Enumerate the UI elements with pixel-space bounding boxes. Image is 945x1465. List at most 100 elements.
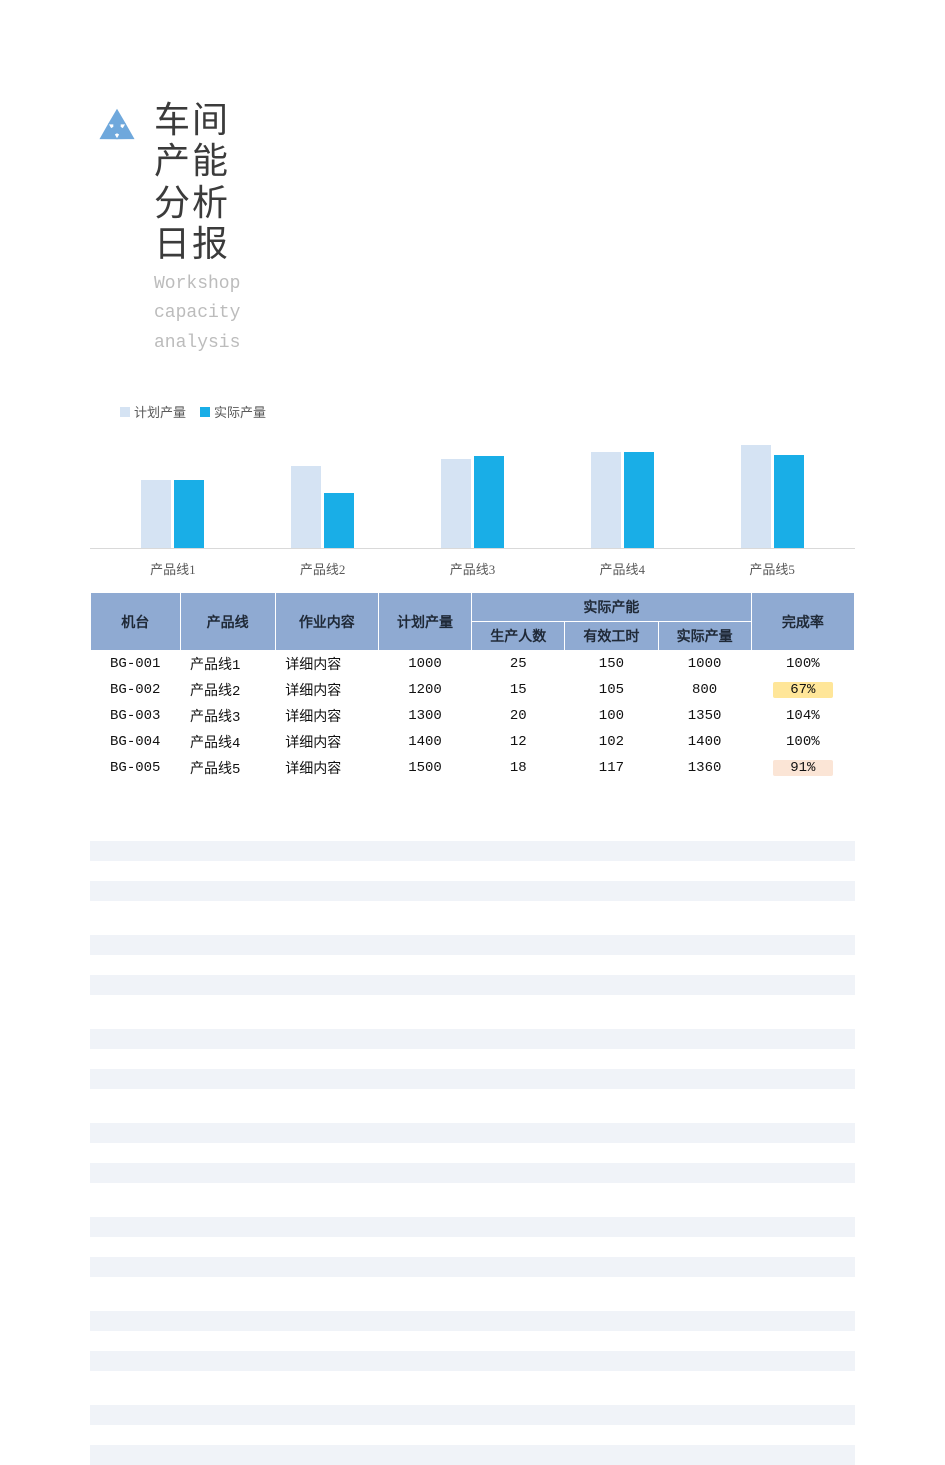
cell-work: 详细内容 <box>275 703 378 729</box>
table-row: BG-001产品线1详细内容1000251501000100% <box>91 651 855 678</box>
bar <box>174 480 204 549</box>
stripe <box>90 1311 855 1331</box>
cell-machine: BG-005 <box>91 755 181 781</box>
cell-plan: 1000 <box>378 651 471 678</box>
table-header: 机台 产品线 作业内容 计划产量 实际产能 完成率 生产人数 有效工时 实际产量 <box>91 593 855 651</box>
col-work: 作业内容 <box>275 593 378 651</box>
title-line: 日报 <box>154 224 240 265</box>
cell-machine: BG-001 <box>91 651 181 678</box>
xaxis-label: 产品线2 <box>263 559 383 578</box>
cell-people: 25 <box>472 651 565 678</box>
stripe <box>90 1069 855 1089</box>
bar-group <box>263 466 383 549</box>
cell-product-line: 产品线4 <box>180 729 275 755</box>
cell-hours: 102 <box>565 729 658 755</box>
stripe <box>90 935 855 955</box>
col-product-line: 产品线 <box>180 593 275 651</box>
cell-actual: 800 <box>658 677 751 703</box>
bar <box>441 459 471 548</box>
xaxis-label: 产品线1 <box>113 559 233 578</box>
chart-legend: 计划产量实际产量 <box>120 402 855 421</box>
table-body: BG-001产品线1详细内容1000251501000100%BG-002产品线… <box>91 651 855 782</box>
chart-xaxis: 产品线1产品线2产品线3产品线4产品线5 <box>90 549 855 578</box>
col-hours: 有效工时 <box>565 622 658 651</box>
stripe <box>90 881 855 901</box>
cell-hours: 117 <box>565 755 658 781</box>
stripe <box>90 1163 855 1183</box>
stripe <box>90 1257 855 1277</box>
title-line: 产能 <box>154 141 240 182</box>
bar-group <box>712 445 832 548</box>
cell-rate: 104% <box>751 703 854 729</box>
col-actual: 实际产量 <box>658 622 751 651</box>
bar-group <box>562 452 682 548</box>
subtitle-line: capacity <box>154 303 240 325</box>
cell-machine: BG-004 <box>91 729 181 755</box>
stripe <box>90 1351 855 1371</box>
empty-rows-stripes <box>90 841 855 1465</box>
stripe-pair <box>90 1311 855 1371</box>
bar <box>624 452 654 548</box>
stripe-pair <box>90 1217 855 1277</box>
stripe-pair <box>90 1123 855 1183</box>
legend-item: 计划产量 <box>120 402 186 421</box>
cell-rate: 91% <box>751 755 854 781</box>
cell-people: 18 <box>472 755 565 781</box>
cell-work: 详细内容 <box>275 755 378 781</box>
col-plan: 计划产量 <box>378 593 471 651</box>
stripe <box>90 1123 855 1143</box>
bar-group <box>113 480 233 549</box>
table-row: BG-002产品线2详细内容12001510580067% <box>91 677 855 703</box>
bar <box>591 452 621 548</box>
cell-people: 20 <box>472 703 565 729</box>
col-rate: 完成率 <box>751 593 854 651</box>
bar <box>324 493 354 548</box>
stripe-pair <box>90 935 855 995</box>
recycle-icon <box>94 106 140 152</box>
cell-rate: 100% <box>751 651 854 678</box>
cell-actual: 1350 <box>658 703 751 729</box>
stripe <box>90 975 855 995</box>
cell-hours: 105 <box>565 677 658 703</box>
table-row: BG-003产品线3详细内容1300201001350104% <box>91 703 855 729</box>
chart-plot <box>90 439 855 549</box>
cell-plan: 1400 <box>378 729 471 755</box>
legend-swatch <box>120 407 130 417</box>
title-line: 车间 <box>154 100 240 141</box>
cell-product-line: 产品线5 <box>180 755 275 781</box>
legend-swatch <box>200 407 210 417</box>
capacity-bar-chart: 计划产量实际产量 产品线1产品线2产品线3产品线4产品线5 <box>90 402 855 578</box>
cell-work: 详细内容 <box>275 677 378 703</box>
cell-rate: 100% <box>751 729 854 755</box>
stripe <box>90 1445 855 1465</box>
table-row: BG-004产品线4详细内容1400121021400100% <box>91 729 855 755</box>
capacity-table: 机台 产品线 作业内容 计划产量 实际产能 完成率 生产人数 有效工时 实际产量… <box>90 592 855 781</box>
cell-machine: BG-003 <box>91 703 181 729</box>
title-line: 分析 <box>154 183 240 224</box>
bar <box>291 466 321 549</box>
col-machine: 机台 <box>91 593 181 651</box>
stripe <box>90 1217 855 1237</box>
cell-hours: 150 <box>565 651 658 678</box>
cell-plan: 1300 <box>378 703 471 729</box>
rate-value: 67% <box>773 682 833 698</box>
subtitle-line: analysis <box>154 333 240 355</box>
cell-rate: 67% <box>751 677 854 703</box>
report-header: 车间 产能 分析 日报 Workshop capacity analysis <box>94 100 855 354</box>
cell-work: 详细内容 <box>275 651 378 678</box>
rate-value: 91% <box>773 760 833 776</box>
col-people: 生产人数 <box>472 622 565 651</box>
cell-hours: 100 <box>565 703 658 729</box>
rate-value: 100% <box>773 734 833 750</box>
legend-item: 实际产量 <box>200 402 266 421</box>
bar <box>741 445 771 548</box>
rate-value: 100% <box>773 656 833 672</box>
stripe-pair <box>90 841 855 901</box>
cell-actual: 1360 <box>658 755 751 781</box>
xaxis-label: 产品线4 <box>562 559 682 578</box>
cell-product-line: 产品线1 <box>180 651 275 678</box>
cell-product-line: 产品线3 <box>180 703 275 729</box>
subtitle-line: Workshop <box>154 274 240 296</box>
cell-work: 详细内容 <box>275 729 378 755</box>
xaxis-label: 产品线3 <box>412 559 532 578</box>
